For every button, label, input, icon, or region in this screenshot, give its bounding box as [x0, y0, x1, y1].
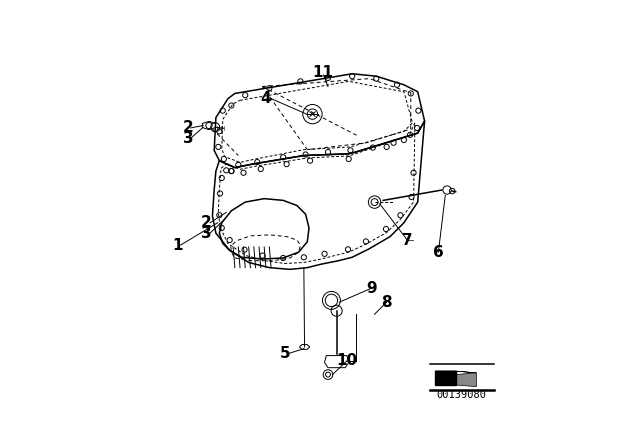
- Text: 2: 2: [183, 121, 194, 135]
- Text: 5: 5: [280, 346, 290, 362]
- Text: 7: 7: [402, 233, 413, 248]
- Text: 9: 9: [366, 281, 376, 296]
- Polygon shape: [456, 373, 476, 387]
- Text: 1: 1: [173, 238, 183, 253]
- Text: 3: 3: [201, 226, 212, 241]
- Text: 00139080: 00139080: [437, 390, 487, 400]
- Text: 6: 6: [433, 245, 444, 259]
- Polygon shape: [435, 371, 476, 373]
- Text: 2: 2: [201, 215, 212, 230]
- Polygon shape: [435, 371, 456, 385]
- Text: 3: 3: [183, 131, 194, 146]
- Text: 10: 10: [337, 353, 358, 368]
- Text: 4: 4: [260, 91, 271, 106]
- Text: 8: 8: [381, 295, 392, 310]
- Text: 11: 11: [312, 65, 333, 80]
